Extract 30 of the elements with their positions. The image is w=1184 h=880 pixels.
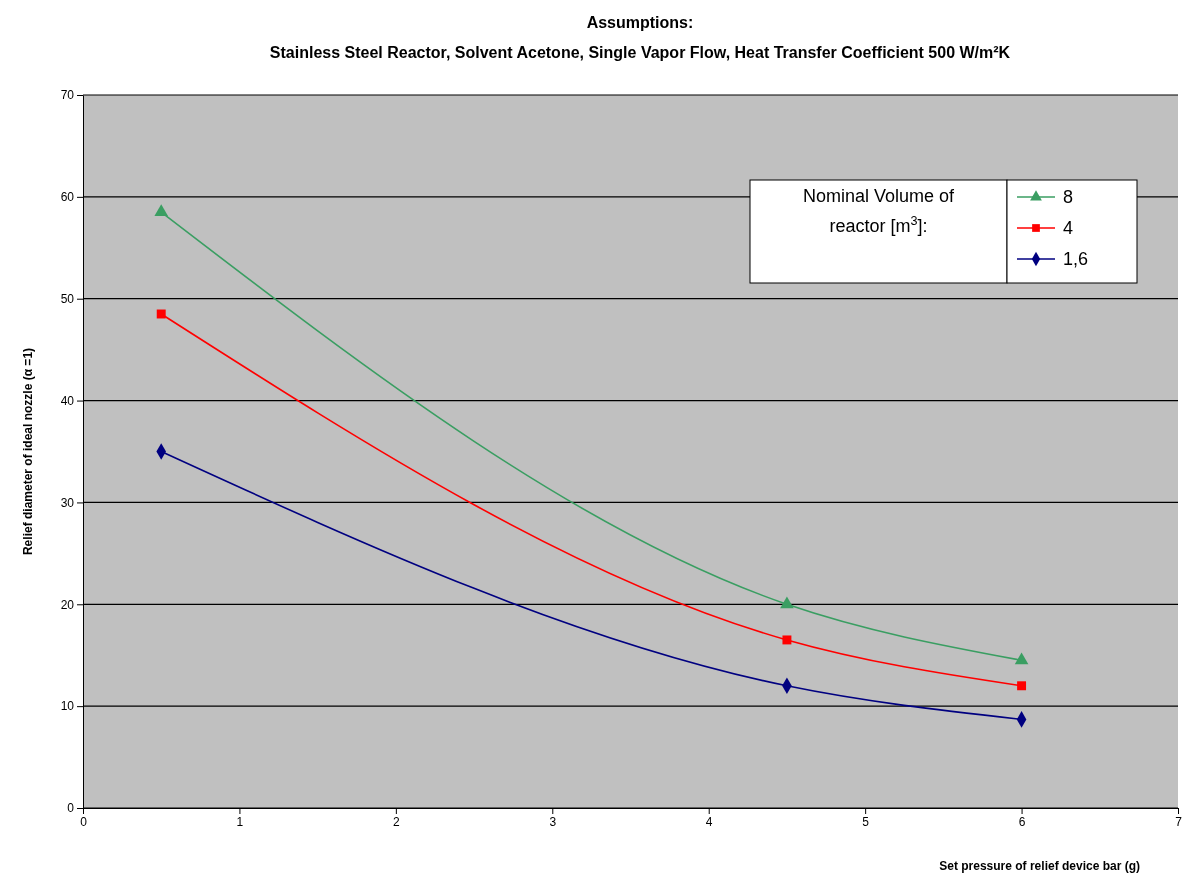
legend-label: 4 xyxy=(1063,218,1074,238)
legend-label: 1,6 xyxy=(1063,249,1089,269)
legend-label: 8 xyxy=(1063,187,1074,207)
point xyxy=(154,204,169,217)
y-tick-label: 10 xyxy=(60,699,75,714)
x-tick-label: 6 xyxy=(1018,814,1026,829)
legend-title: Nominal Volume of reactor [m$^{3}$]: xyxy=(802,186,956,236)
x-tick-label: 1 xyxy=(236,814,244,829)
x-tick-label: 0 xyxy=(80,814,88,829)
point xyxy=(1017,681,1027,691)
x-axis-title: Set pressure of relief device bar (g) xyxy=(939,859,1140,873)
y-tick-label: 70 xyxy=(60,88,75,103)
x-tick-label: 2 xyxy=(393,814,401,829)
y-tick-label: 20 xyxy=(60,597,75,612)
y-axis-title: Relief diameter of ideal nozzle (α =1) xyxy=(21,347,35,556)
x-tick-label: 5 xyxy=(862,814,870,829)
point xyxy=(782,635,792,645)
y-tick-label: 30 xyxy=(60,495,75,510)
chart-title: Assumptions: xyxy=(586,14,694,31)
y-tick-label: 60 xyxy=(60,190,75,205)
y-tick-label: 40 xyxy=(60,393,75,408)
point xyxy=(1014,652,1029,665)
y-tick-label: 50 xyxy=(60,292,75,307)
point xyxy=(156,309,166,319)
chart-subtitle: Stainless Steel Reactor, Solvent Acetone, Single Vapor Flow, Heat Transfer Coefficient 500 W/m²K xyxy=(269,44,1011,61)
x-tick-label: 3 xyxy=(549,814,557,829)
y-tick-label: 0 xyxy=(67,801,75,816)
x-tick-label: 4 xyxy=(705,814,713,829)
x-tick-label: 7 xyxy=(1175,814,1183,829)
point xyxy=(780,596,794,609)
